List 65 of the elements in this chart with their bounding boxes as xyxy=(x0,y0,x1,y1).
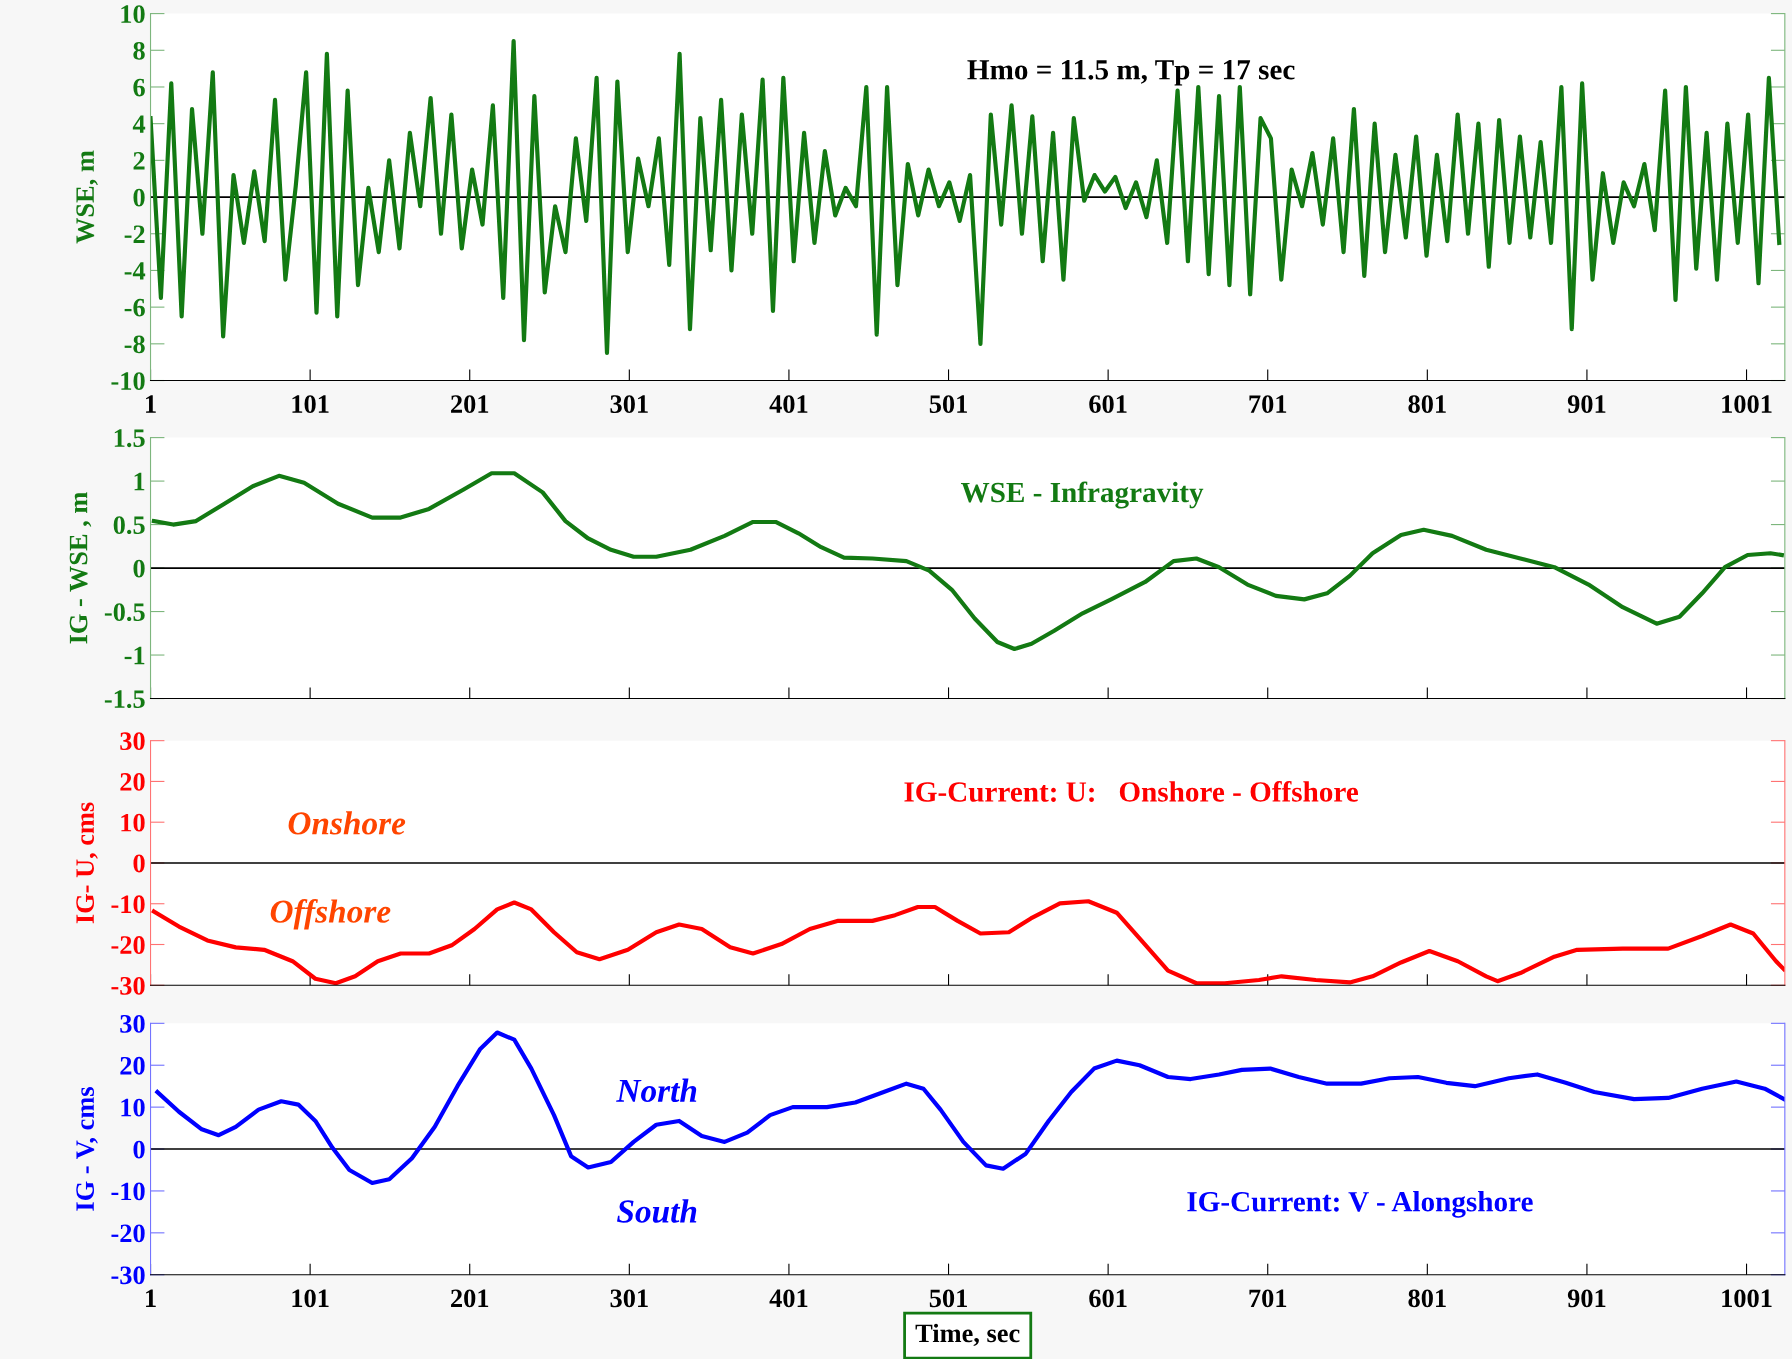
y-tick-label: -4 xyxy=(124,262,146,280)
y-tick-label: 0 xyxy=(133,188,145,207)
annotation: IG-Current: V - Alongshore xyxy=(1187,1191,1533,1218)
y-axis-title: IG - V, cms xyxy=(76,1087,98,1211)
y-tick-label: -8 xyxy=(124,335,145,354)
y-tick-label: 6 xyxy=(133,78,145,97)
x-tick-label: 701 xyxy=(1249,1289,1287,1308)
annotation: South xyxy=(617,1199,697,1223)
annotation: North xyxy=(616,1078,697,1103)
x-tick-label: 101 xyxy=(292,1289,329,1308)
y-tick-label: -10 xyxy=(111,1182,145,1201)
y-tick-label: 2 xyxy=(133,152,145,170)
y-tick-label: 0.5 xyxy=(113,516,145,535)
y-tick-label: -10 xyxy=(111,372,145,390)
x-tick-label: 501 xyxy=(929,1289,967,1308)
x-tick-label: 801 xyxy=(1408,1289,1446,1308)
y-tick-label: 10 xyxy=(121,813,145,832)
y-tick-label: 20 xyxy=(120,1056,145,1075)
x-tick-label: 501 xyxy=(929,395,967,413)
x-tick-label: 401 xyxy=(769,395,808,413)
annotation: Onshore xyxy=(288,811,406,835)
y-tick-label: -1.5 xyxy=(104,690,145,709)
x-tick-label: 301 xyxy=(610,395,648,413)
x-tick-label: 201 xyxy=(451,395,489,413)
y-tick-label: 0 xyxy=(133,1140,145,1159)
y-axis-title: IG - WSE , m xyxy=(69,492,92,644)
y-tick-label: -6 xyxy=(124,298,145,317)
y-tick-label: -30 xyxy=(111,1266,145,1285)
x-tick-label: 401 xyxy=(769,1289,808,1308)
y-tick-label: 1.5 xyxy=(114,429,145,448)
x-tick-label: 301 xyxy=(610,1289,648,1308)
x-tick-label: 601 xyxy=(1089,1289,1127,1308)
y-tick-label: 20 xyxy=(120,773,145,791)
annotation: IG-Current: U: Onshore - Offshore xyxy=(904,780,1359,802)
y-tick-label: -20 xyxy=(111,936,145,954)
annotation: WSE - Infragravity xyxy=(960,481,1204,509)
y-tick-label: 4 xyxy=(132,115,146,133)
x-tick-label: 1001 xyxy=(1722,1289,1772,1308)
y-tick-label: 10 xyxy=(121,1098,145,1117)
y-tick-label: -2 xyxy=(124,225,145,243)
x-tick-label: 101 xyxy=(292,395,329,413)
x-tick-label: 901 xyxy=(1567,395,1606,413)
annotation: Hmo = 11.5 m, Tp = 17 sec xyxy=(967,60,1295,86)
x-tick-label: 701 xyxy=(1249,395,1287,413)
x-axis-title: Time, sec xyxy=(915,1323,1020,1347)
y-tick-label: -10 xyxy=(111,895,145,914)
y-axis-title: WSE, m xyxy=(76,150,98,244)
x-tick-label: 901 xyxy=(1567,1289,1606,1308)
x-tick-label: 1001 xyxy=(1722,395,1772,413)
y-tick-label: 0 xyxy=(133,559,145,578)
x-tick-label: 601 xyxy=(1089,395,1127,413)
y-tick-label: 0 xyxy=(133,854,145,873)
y-tick-label: 8 xyxy=(133,41,145,60)
y-axis-title: IG- U, cms xyxy=(76,802,98,924)
y-tick-label: 1 xyxy=(134,472,145,491)
annotation: Offshore xyxy=(270,899,391,930)
x-tick-label: 801 xyxy=(1408,395,1446,413)
y-tick-label: 10 xyxy=(121,5,145,24)
y-tick-label: 30 xyxy=(120,732,145,751)
y-tick-label: 30 xyxy=(120,1014,145,1033)
y-tick-label: -1 xyxy=(124,646,145,665)
y-tick-label: -0.5 xyxy=(104,603,145,622)
y-tick-label: -20 xyxy=(111,1224,145,1243)
x-tick-label: 201 xyxy=(451,1289,489,1308)
y-tick-label: -30 xyxy=(111,976,145,995)
